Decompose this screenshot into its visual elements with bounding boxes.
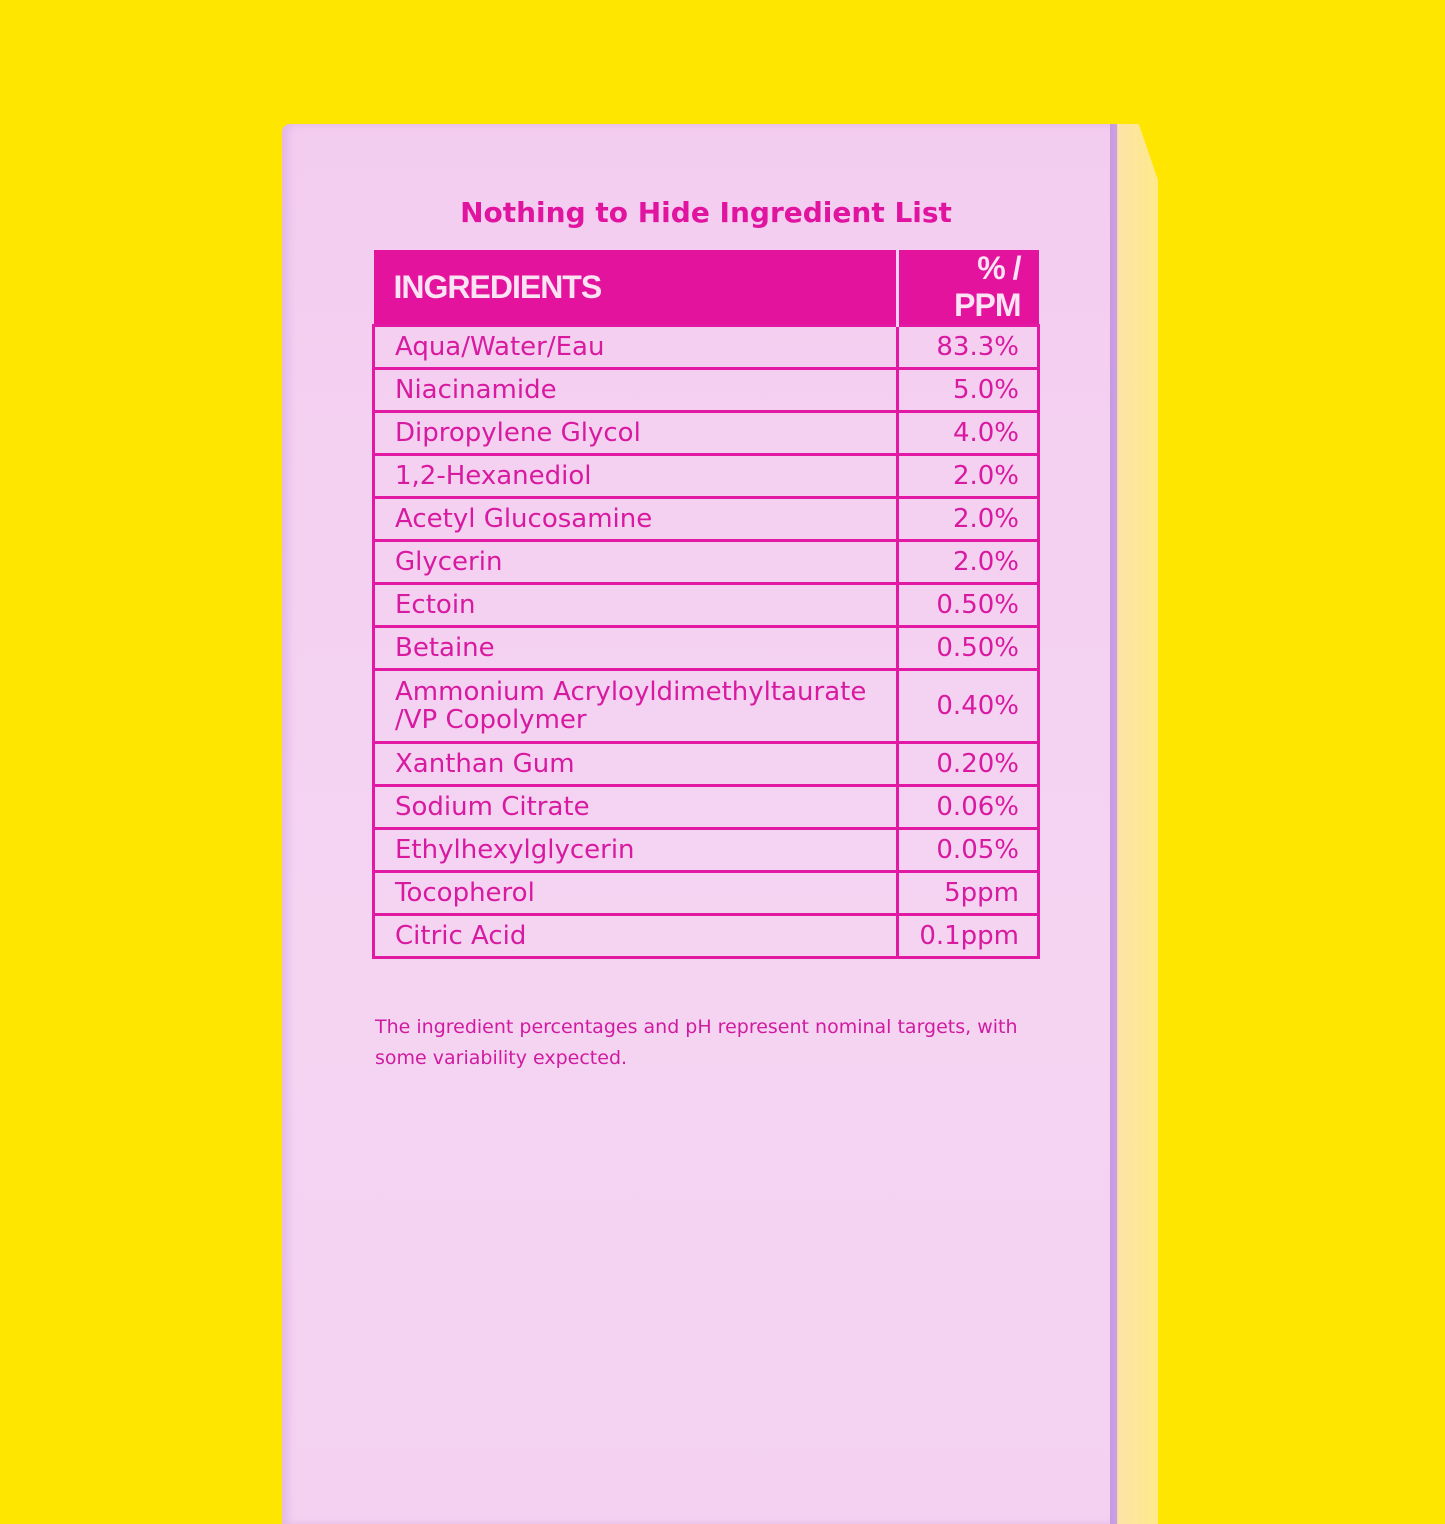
table-row: Citric Acid 0.1ppm [372, 913, 1040, 959]
ingredient-value: 2.0% [896, 496, 1040, 542]
table-row: Glycerin 2.0% [372, 539, 1040, 585]
ingredient-value: 0.40% [896, 668, 1040, 744]
ingredient-name: Citric Acid [372, 913, 899, 959]
ingredient-value: 0.50% [896, 625, 1040, 671]
ingredient-name: Glycerin [372, 539, 899, 585]
ingredient-name: Xanthan Gum [372, 741, 899, 787]
ingredient-name: Aqua/Water/Eau [372, 324, 899, 370]
ingredient-name: 1,2-Hexanediol [372, 453, 899, 499]
ingredient-table: INGREDIENTS % / PPM Aqua/Water/Eau 83.3% N… [372, 250, 1040, 959]
ingredient-value: 83.3% [896, 324, 1040, 370]
ingredient-value: 2.0% [896, 539, 1040, 585]
ingredient-name: Tocopherol [372, 870, 899, 916]
ingredient-name: Dipropylene Glycol [372, 410, 899, 456]
table-row: Sodium Citrate 0.06% [372, 784, 1040, 830]
product-box-side [1110, 124, 1158, 1524]
table-row: 1,2-Hexanediol 2.0% [372, 453, 1040, 499]
table-row: Xanthan Gum 0.20% [372, 741, 1040, 787]
table-row: Aqua/Water/Eau 83.3% [372, 324, 1040, 370]
ingredient-name: Niacinamide [372, 367, 899, 413]
ingredient-value: 5.0% [896, 367, 1040, 413]
ingredient-name: Ammonium Acryloyldimethyltaurate /VP Cop… [372, 668, 899, 744]
table-row: Tocopherol 5ppm [372, 870, 1040, 916]
ingredient-value: 5ppm [896, 870, 1040, 916]
header-ingredients: INGREDIENTS [373, 250, 898, 326]
table-row: Ammonium Acryloyldimethyltaurate /VP Cop… [372, 668, 1040, 744]
ingredient-name: Ectoin [372, 582, 899, 628]
ingredient-value: 2.0% [896, 453, 1040, 499]
table-row: Ethylhexylglycerin 0.05% [372, 827, 1040, 873]
table-row: Niacinamide 5.0% [372, 367, 1040, 413]
ingredient-name: Betaine [372, 625, 899, 671]
table-row: Acetyl Glucosamine 2.0% [372, 496, 1040, 542]
ingredient-value: 0.05% [896, 827, 1040, 873]
ingredient-name: Acetyl Glucosamine [372, 496, 899, 542]
ingredient-name: Sodium Citrate [372, 784, 899, 830]
ingredient-list-title: Nothing to Hide Ingredient List [460, 196, 952, 229]
ingredient-value: 0.20% [896, 741, 1040, 787]
ingredient-value: 4.0% [896, 410, 1040, 456]
ingredient-value: 0.06% [896, 784, 1040, 830]
table-row: Ectoin 0.50% [372, 582, 1040, 628]
ingredient-name: Ethylhexylglycerin [372, 827, 899, 873]
table-row: Dipropylene Glycol 4.0% [372, 410, 1040, 456]
ingredient-value: 0.50% [896, 582, 1040, 628]
table-header: INGREDIENTS % / PPM [373, 250, 1039, 326]
ingredient-value: 0.1ppm [896, 913, 1040, 959]
footnote: The ingredient percentages and pH repres… [375, 1016, 1018, 1069]
table-row: Betaine 0.50% [372, 625, 1040, 671]
header-percent: % / PPM [896, 250, 1039, 326]
